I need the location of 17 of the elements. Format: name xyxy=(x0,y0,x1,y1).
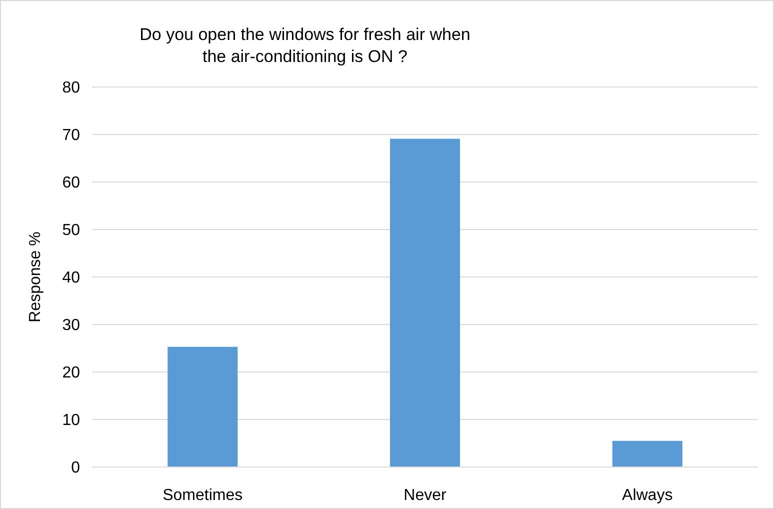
y-tick-label: 70 xyxy=(62,127,80,144)
y-tick-label: 40 xyxy=(62,270,80,287)
y-tick-label: 0 xyxy=(71,460,80,477)
x-tick-label: Sometimes xyxy=(162,487,243,504)
y-tick-label: 50 xyxy=(62,222,80,240)
bar xyxy=(612,440,682,467)
bar xyxy=(168,346,238,467)
y-tick-label: 20 xyxy=(62,364,80,382)
y-tick-label: 10 xyxy=(62,412,80,430)
y-axis-title: Response % xyxy=(27,232,44,322)
chart-title: Do you open the windows for fresh air when the air-conditioning is ON ? xyxy=(140,25,470,66)
y-tick-label: 80 xyxy=(62,80,80,97)
x-tick-label: Always xyxy=(622,487,673,504)
x-tick-label: Never xyxy=(404,487,448,504)
bar xyxy=(390,138,460,467)
y-tick-label: 30 xyxy=(62,317,80,334)
y-tick-label: 60 xyxy=(62,174,80,192)
